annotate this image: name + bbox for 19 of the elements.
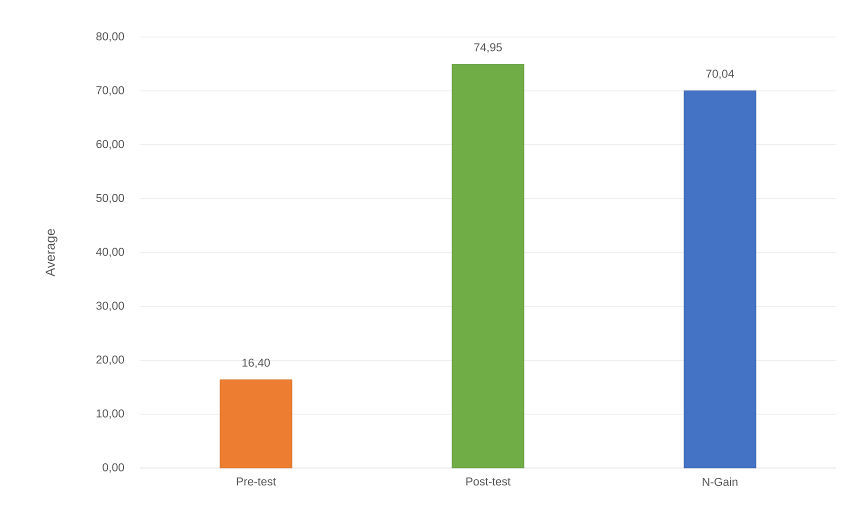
y-axis-title: Average [46, 229, 58, 276]
y-tick-label: 70,00 [96, 86, 124, 96]
bar [452, 64, 524, 468]
data-label: 70,04 [706, 70, 734, 80]
y-tick-label: 0,00 [102, 463, 124, 473]
bar [220, 379, 292, 468]
y-tick-label: 30,00 [96, 302, 124, 312]
bar [684, 90, 756, 468]
y-tick-label: 50,00 [96, 194, 124, 204]
data-label: 16,40 [242, 358, 270, 368]
y-tick-label: 10,00 [96, 409, 124, 419]
x-tick-label: Post-test [466, 478, 511, 486]
y-tick-label: 60,00 [96, 140, 124, 150]
y-tick-label: 20,00 [96, 356, 124, 365]
y-tick-label: 40,00 [96, 248, 124, 258]
x-tick-label: Pre-test [236, 478, 276, 486]
y-tick-label: 80,00 [96, 32, 124, 42]
data-label: 74,95 [474, 43, 502, 53]
x-tick-label: N-Gain [702, 478, 738, 486]
